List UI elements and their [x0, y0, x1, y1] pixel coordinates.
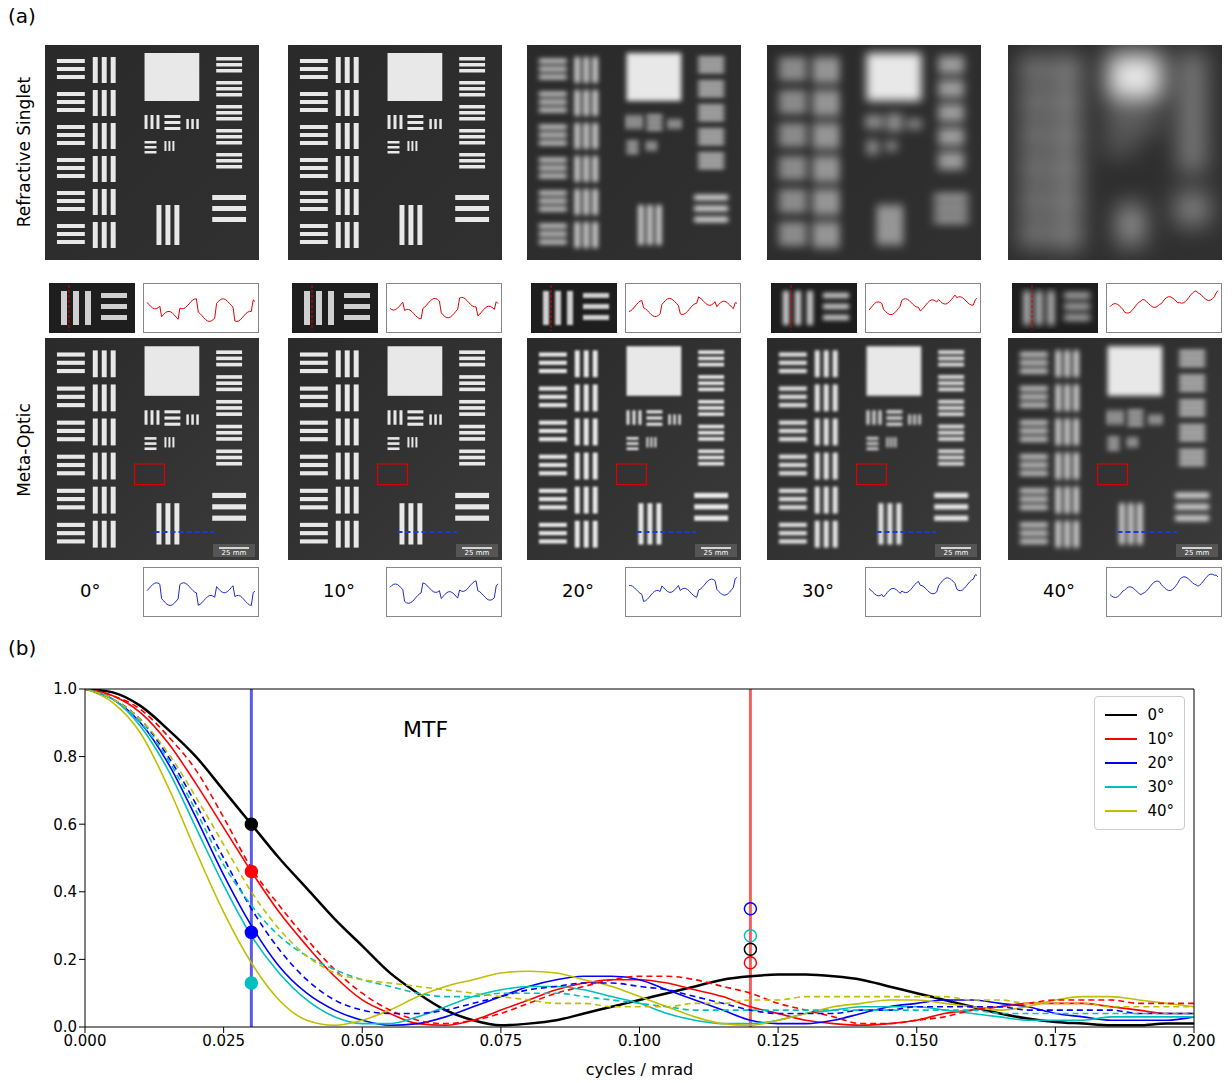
- svg-text:25 mm: 25 mm: [944, 549, 969, 557]
- html-text:20°: 20°: [1147, 754, 1174, 772]
- html-text:Refractive Singlet: Refractive Singlet: [14, 76, 34, 228]
- svg-text:0.000: 0.000: [63, 1031, 107, 1050]
- html-text:(a): (a): [8, 4, 36, 28]
- html-text:40°: 40°: [1147, 802, 1174, 820]
- html-text:30°: 30°: [802, 580, 834, 601]
- html-text:MTF: MTF: [403, 717, 449, 742]
- svg-text:0.050: 0.050: [341, 1032, 384, 1050]
- html-text:30°: 30°: [1147, 778, 1174, 796]
- html-text:40°: 40°: [1043, 580, 1075, 601]
- svg-text:0.2: 0.2: [53, 951, 77, 969]
- html-text:10°: 10°: [1147, 730, 1174, 748]
- svg-text:0.200: 0.200: [1173, 1032, 1216, 1050]
- svg-text:0.100: 0.100: [618, 1032, 661, 1050]
- svg-text:25 mm: 25 mm: [704, 549, 729, 557]
- html-text:0°: 0°: [1147, 706, 1165, 724]
- svg-text:cycles / mrad: cycles / mrad: [586, 1060, 693, 1079]
- svg-text:0.4: 0.4: [53, 883, 77, 901]
- svg-text:0.175: 0.175: [1034, 1032, 1077, 1050]
- svg-text:0.075: 0.075: [479, 1032, 522, 1050]
- html-text:0°: 0°: [80, 580, 101, 601]
- svg-text:0.8: 0.8: [53, 748, 77, 766]
- svg-text:0.125: 0.125: [757, 1032, 800, 1050]
- html-text:20°: 20°: [562, 580, 594, 601]
- html-text:10°: 10°: [323, 580, 355, 601]
- svg-text:25 mm: 25 mm: [222, 549, 247, 557]
- svg-text:25 mm: 25 mm: [1185, 549, 1210, 557]
- svg-text:0.0: 0.0: [53, 1018, 77, 1036]
- svg-text:1.0: 1.0: [53, 680, 77, 698]
- svg-text:25 mm: 25 mm: [465, 549, 490, 557]
- svg-text:0.150: 0.150: [895, 1032, 938, 1050]
- svg-text:0.6: 0.6: [53, 816, 77, 834]
- html-text:Meta-Optic: Meta-Optic: [14, 403, 34, 497]
- html-text:(b): (b): [8, 636, 37, 660]
- svg-text:0.025: 0.025: [202, 1032, 245, 1050]
